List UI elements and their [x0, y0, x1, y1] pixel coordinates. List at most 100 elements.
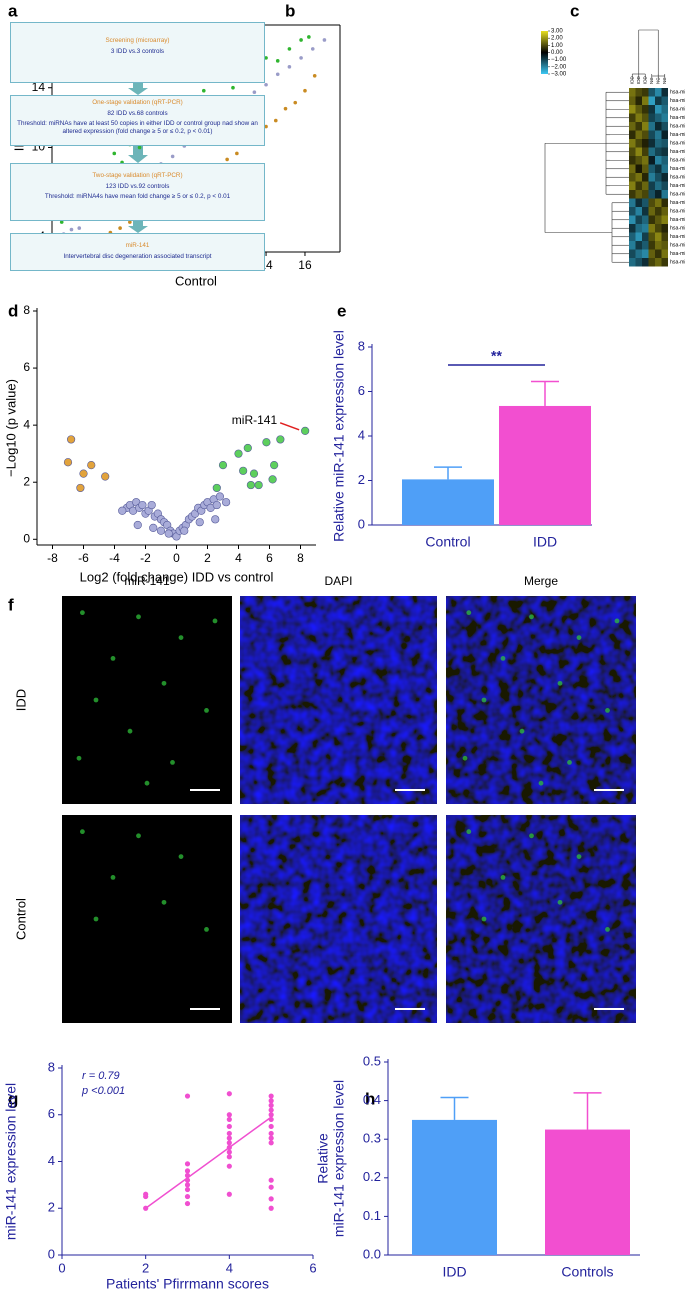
colorbar-label: 3.00 — [551, 29, 563, 35]
point — [268, 1184, 274, 1190]
flow-text: Threshold: miRNA4s have mean fold change… — [44, 193, 231, 200]
heat-cell — [629, 113, 636, 122]
signal-spot — [136, 614, 141, 620]
heat-cell — [629, 241, 636, 250]
point — [226, 1112, 232, 1118]
heat-cell — [635, 190, 642, 199]
y-axis-label: Relative — [0, 1136, 3, 1187]
row-label: hsa-miR-146a — [670, 124, 685, 130]
point — [239, 466, 248, 475]
signal-spot — [605, 708, 610, 713]
point — [322, 38, 327, 42]
heat-cell — [655, 130, 662, 139]
heat-cell — [635, 130, 642, 139]
row-label: hsa-miR-204 — [670, 217, 685, 223]
column-title: miR-141 — [124, 574, 170, 588]
panel-label: b — [285, 1, 295, 20]
heat-cell — [655, 241, 662, 250]
heat-cell — [655, 173, 662, 182]
point — [299, 38, 303, 42]
point — [268, 1196, 274, 1202]
x-tick-label: 6 — [266, 551, 273, 565]
colorbar-label: 1.00 — [551, 43, 563, 49]
heat-cell — [635, 139, 642, 148]
point — [307, 35, 311, 39]
point — [268, 1205, 274, 1211]
y-tick-label: 2 — [23, 474, 30, 488]
signal-spot — [466, 610, 472, 616]
point — [184, 1161, 191, 1167]
x-tick-label: IDD — [533, 534, 557, 550]
panel-label: g — [8, 1089, 18, 1108]
heat-cell — [661, 173, 668, 182]
heat-cell — [655, 207, 662, 216]
heat-cell — [642, 190, 649, 199]
y-tick-label: 0.5 — [363, 1053, 381, 1068]
heat-cell — [642, 96, 649, 105]
heat-cell — [629, 198, 636, 207]
row-label: hsa-miR-127-5p — [670, 183, 685, 189]
point — [287, 65, 292, 69]
micrograph-texture — [240, 815, 437, 1023]
row-label: hsa-miR-590-5p — [670, 200, 685, 206]
heat-cell — [655, 122, 662, 131]
heat-cell — [655, 249, 662, 258]
point — [264, 56, 268, 60]
signal-spot — [110, 875, 116, 880]
heat-cell — [655, 164, 662, 173]
flow-text: 3 IDD vs.3 controls — [110, 48, 165, 55]
x-axis-label: Control — [175, 273, 217, 288]
heat-cell — [648, 249, 655, 258]
point — [77, 226, 82, 230]
heat-cell — [629, 207, 636, 216]
heat-cell — [661, 88, 668, 97]
point — [149, 523, 158, 532]
bar — [499, 405, 591, 525]
heat-cell — [642, 105, 649, 114]
point — [268, 1112, 274, 1118]
heat-cell — [642, 130, 649, 139]
point — [268, 1116, 274, 1123]
heat-cell — [661, 241, 668, 250]
micrograph-texture — [446, 596, 636, 804]
x-tick-label: Controls — [561, 1264, 613, 1280]
heat-cell — [642, 249, 649, 258]
heat-cell — [648, 96, 655, 105]
signal-spot — [136, 833, 141, 839]
heat-cell — [635, 198, 642, 207]
heat-cell — [642, 215, 649, 224]
point — [76, 483, 85, 493]
point — [226, 1123, 232, 1130]
heat-cell — [642, 207, 649, 216]
signal-spot — [529, 614, 534, 620]
heat-cell — [661, 232, 668, 241]
heat-cell — [648, 164, 655, 173]
point — [112, 151, 117, 156]
heat-cell — [655, 232, 662, 241]
annotation-arrow — [279, 422, 300, 431]
signal-spot — [462, 755, 468, 761]
heat-cell — [648, 190, 655, 199]
x-tick-label: 0 — [173, 551, 180, 565]
heat-cell — [655, 198, 662, 207]
point — [226, 1140, 232, 1146]
heat-cell — [629, 190, 636, 199]
y-tick-label: 4 — [48, 1153, 55, 1168]
point — [268, 1093, 274, 1099]
x-tick-label: -2 — [140, 551, 151, 565]
row-label: hsa-miR-378 — [670, 243, 685, 249]
signal-spot — [519, 728, 525, 734]
heat-cell — [655, 147, 662, 156]
y-tick-label: 0.1 — [363, 1208, 381, 1223]
heat-cell — [635, 258, 642, 267]
signal-spot — [212, 618, 218, 624]
heat-cell — [629, 249, 636, 258]
column-title: Merge — [524, 574, 558, 588]
heat-cell — [655, 181, 662, 190]
signal-spot — [529, 833, 534, 839]
panel-label: h — [365, 1089, 375, 1108]
signal-spot — [614, 618, 620, 624]
heat-cell — [635, 96, 642, 105]
point — [268, 1140, 274, 1146]
signal-spot — [567, 760, 572, 765]
